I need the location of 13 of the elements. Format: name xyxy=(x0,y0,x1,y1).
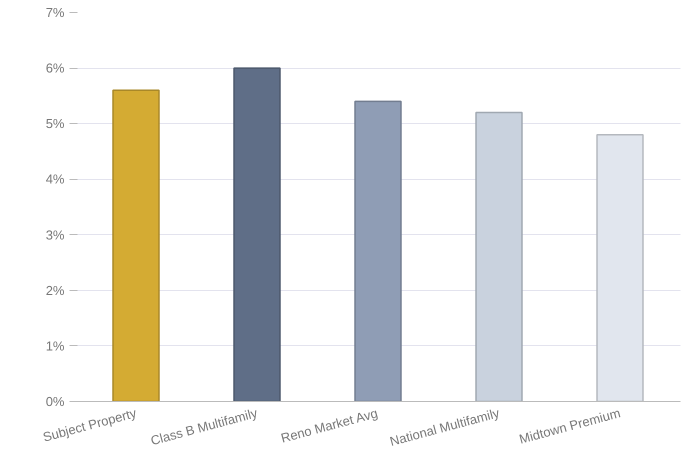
y-tick-label: 6% xyxy=(46,60,65,76)
bar xyxy=(475,112,523,402)
y-tick-label: 5% xyxy=(46,116,65,132)
y-tick-label: 4% xyxy=(46,172,65,187)
bar xyxy=(112,90,160,402)
bar xyxy=(233,67,281,402)
x-tick-label: Midtown Premium xyxy=(518,405,622,447)
y-tick-label: 1% xyxy=(46,338,65,354)
y-tick-label: 7% xyxy=(46,5,65,20)
x-tick-label: Reno Market Avg xyxy=(279,405,380,446)
y-tick-label: 2% xyxy=(46,282,65,298)
y-tick-label: 3% xyxy=(46,227,65,242)
bar xyxy=(354,100,402,402)
